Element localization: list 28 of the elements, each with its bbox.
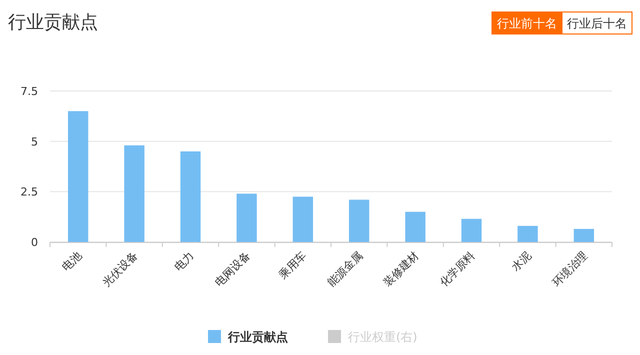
x-tick-label: 电池	[59, 248, 84, 274]
x-tick-label: 电力	[172, 248, 197, 274]
y-tick-label: 2.5	[20, 186, 38, 199]
bar	[405, 212, 426, 242]
x-tick-label: 化学原料	[437, 248, 478, 290]
x-tick-label: 装修建材	[381, 248, 422, 290]
bar	[124, 145, 144, 242]
bar	[348, 200, 370, 242]
text: 行业前十名	[497, 16, 557, 30]
bar	[292, 196, 314, 242]
bar	[461, 218, 482, 242]
x-tick-label: 水泥	[509, 248, 534, 274]
bar	[518, 226, 538, 242]
x-tick-label: 电网设备	[212, 248, 253, 290]
bar	[180, 151, 201, 242]
x-tick-label: 光伏设备	[100, 248, 140, 290]
x-tick-label: 能源金属	[324, 248, 366, 290]
y-tick-label: 0	[31, 236, 38, 249]
chart-title: 行业贡献点	[8, 12, 98, 33]
y-tick-label: 5	[31, 135, 38, 148]
bar	[68, 111, 88, 242]
y-tick-label: 7.5	[20, 85, 38, 98]
bar	[574, 228, 594, 242]
x-tick-label: 乘用车	[276, 248, 310, 282]
bar	[236, 194, 257, 242]
x-tick-label: 环境治理	[550, 248, 590, 290]
legend-label: 行业贡献点	[227, 330, 288, 344]
text: 行业后十名	[567, 16, 627, 30]
